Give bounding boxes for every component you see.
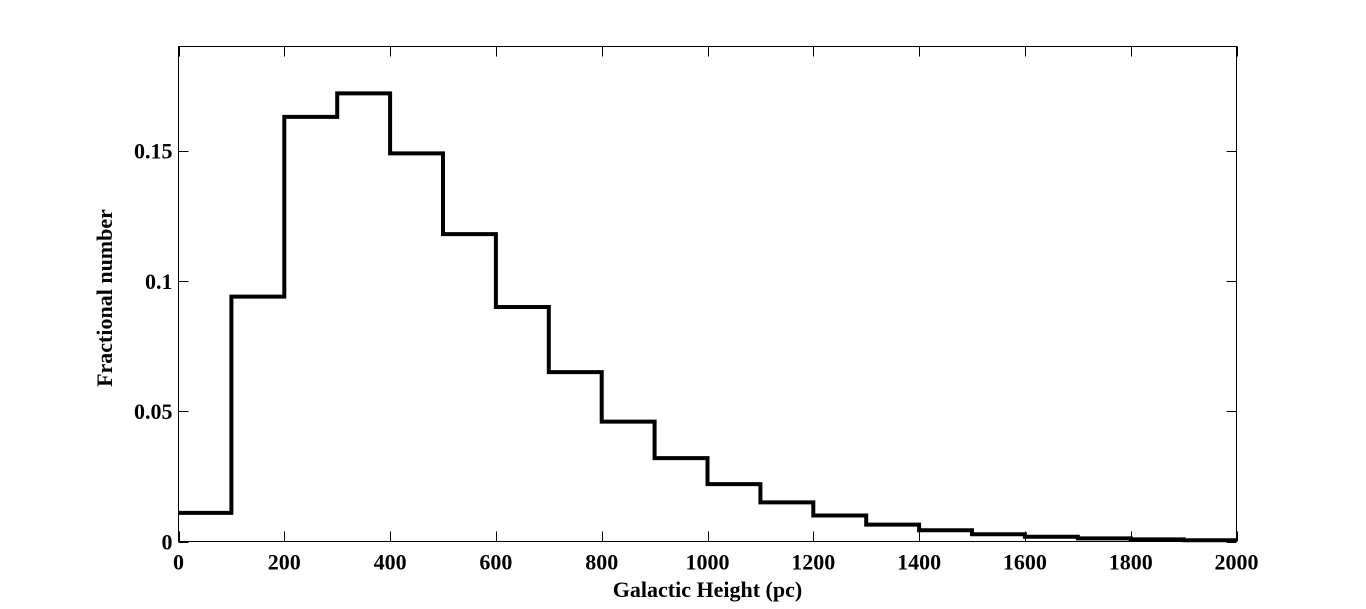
x-tick-label: 1000: [686, 550, 730, 575]
y-axis-ticks: [178, 151, 1237, 543]
x-tick-label: 1200: [791, 550, 835, 575]
x-axis-ticks: [179, 46, 1238, 542]
x-tick-label: 1600: [1003, 550, 1047, 575]
y-tick-label: 0: [162, 530, 173, 555]
x-tick-label: 400: [374, 550, 407, 575]
y-axis-label: Fractional number: [92, 209, 117, 387]
x-tick-label: 1800: [1109, 550, 1153, 575]
x-tick-label: 200: [268, 550, 301, 575]
y-axis-tick-labels: 0 0.05 0.1 0.15: [134, 139, 173, 555]
x-axis-label: Galactic Height (pc): [613, 577, 802, 602]
y-tick-label: 0.1: [145, 269, 173, 294]
y-tick-label: 0.15: [134, 139, 173, 164]
x-tick-label: 1400: [897, 550, 941, 575]
x-tick-label: 2000: [1215, 550, 1259, 575]
x-tick-label: 600: [479, 550, 512, 575]
x-axis-tick-labels: 0 200 400 600 800 1000 1200 1400 1600 1800 2000: [173, 550, 1259, 575]
x-tick-label: 0: [173, 550, 184, 575]
plot-area-frame: [178, 46, 1237, 542]
x-tick-label: 800: [585, 550, 618, 575]
histogram-step-line: [178, 91, 1237, 543]
y-tick-label: 0.05: [134, 399, 173, 424]
